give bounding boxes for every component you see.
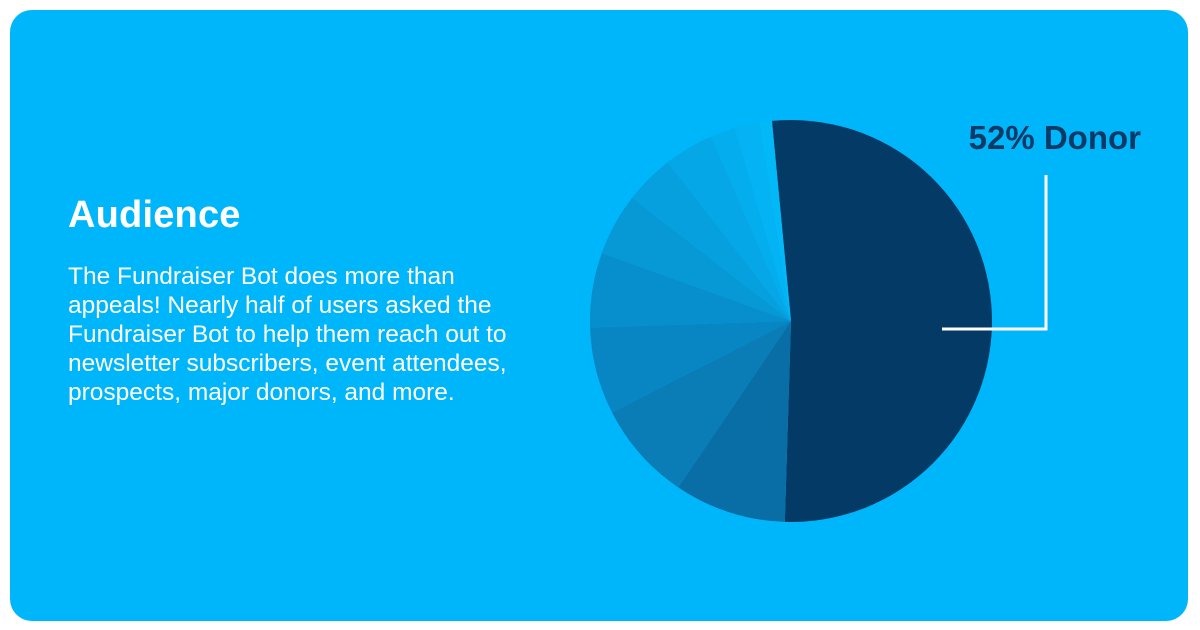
audience-description: The Fundraiser Bot does more than appeal…	[68, 263, 507, 406]
pie-slice-6	[632, 162, 791, 321]
pie-slice-1	[678, 321, 791, 522]
pie-slice-4	[589, 253, 791, 328]
donor-callout-label: 52% Donor	[969, 119, 1142, 156]
pie-slice-8	[711, 128, 791, 321]
pie-slice-5	[601, 197, 791, 321]
pie-slices	[589, 120, 992, 523]
audience-card: Audience The Fundraiser Bot does more th…	[10, 10, 1188, 621]
pie-slice-donor	[771, 120, 992, 523]
pie-slice-7	[667, 136, 791, 321]
audience-pie-chart: 52% Donor	[589, 119, 1142, 523]
pie-slice-10	[759, 120, 791, 321]
pie-slice-9	[734, 122, 791, 321]
callout-line	[942, 175, 1048, 331]
pie-slice-2	[611, 321, 791, 488]
pie-slice-3	[590, 321, 791, 413]
audience-heading: Audience	[68, 194, 241, 236]
